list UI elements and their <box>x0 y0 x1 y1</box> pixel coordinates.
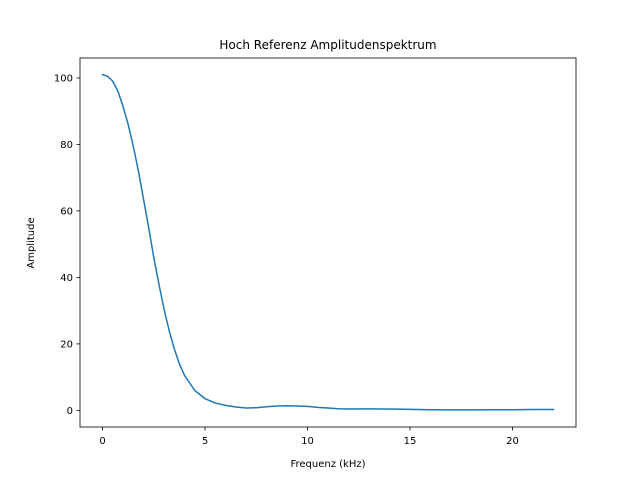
y-tick-label: 40 <box>60 273 73 284</box>
x-tick-label: 20 <box>506 436 519 447</box>
y-tick-label: 0 <box>67 406 73 417</box>
axes-frame <box>79 57 577 428</box>
x-tick-label: 15 <box>404 436 417 447</box>
y-axis-label: Amplitude <box>26 217 37 268</box>
x-tick-label: 5 <box>202 436 208 447</box>
series-line-0 <box>101 73 555 411</box>
axis-ticks: 0 5 10 15 20 0 20 40 60 80 100 <box>54 73 519 447</box>
y-tick-label: 100 <box>54 73 73 84</box>
plot-area <box>79 57 577 428</box>
x-tick-label: 0 <box>99 436 105 447</box>
x-tick-label: 10 <box>301 436 314 447</box>
y-tick-label: 20 <box>60 339 73 350</box>
y-tick-label: 60 <box>60 206 73 217</box>
x-axis-label: Frequenz (kHz) <box>290 459 365 470</box>
y-tick-label: 80 <box>60 140 73 151</box>
chart-title: Hoch Referenz Amplitudenspektrum <box>219 38 436 52</box>
